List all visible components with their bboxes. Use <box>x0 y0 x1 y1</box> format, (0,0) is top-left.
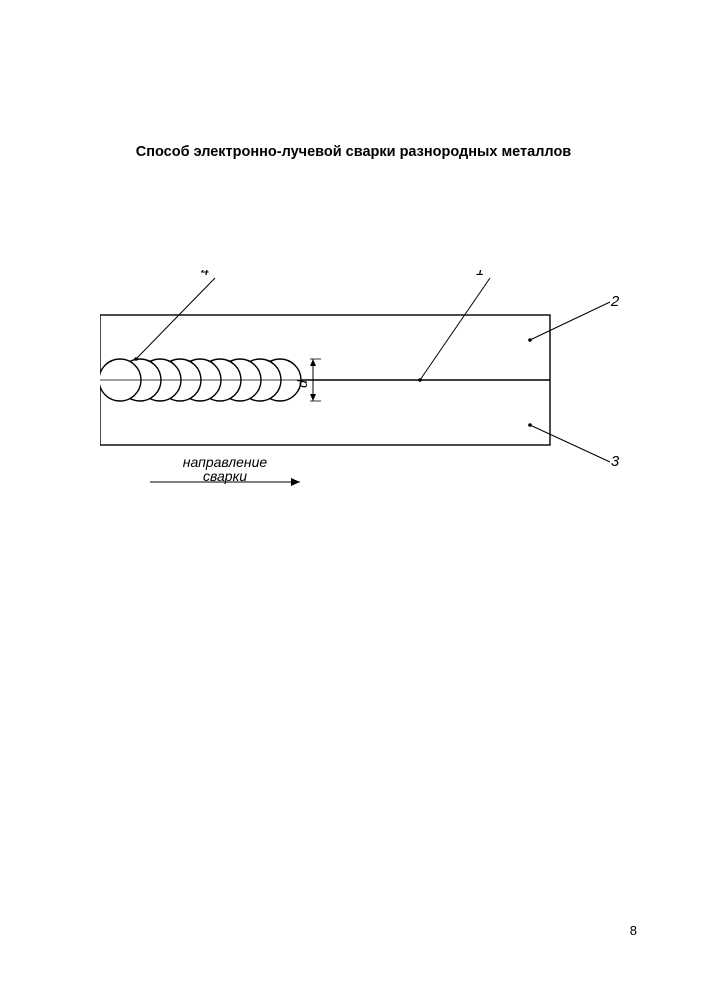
page-title: Способ электронно-лучевой сварки разноро… <box>0 144 707 160</box>
svg-text:3: 3 <box>611 453 620 470</box>
svg-text:1: 1 <box>476 270 484 279</box>
svg-text:2: 2 <box>610 293 620 310</box>
page-number: 8 <box>630 923 637 938</box>
svg-text:d: d <box>294 379 310 388</box>
welding-diagram: d4123направлениесварки <box>100 270 600 480</box>
svg-text:4: 4 <box>201 270 209 279</box>
svg-text:сварки: сварки <box>203 468 247 484</box>
